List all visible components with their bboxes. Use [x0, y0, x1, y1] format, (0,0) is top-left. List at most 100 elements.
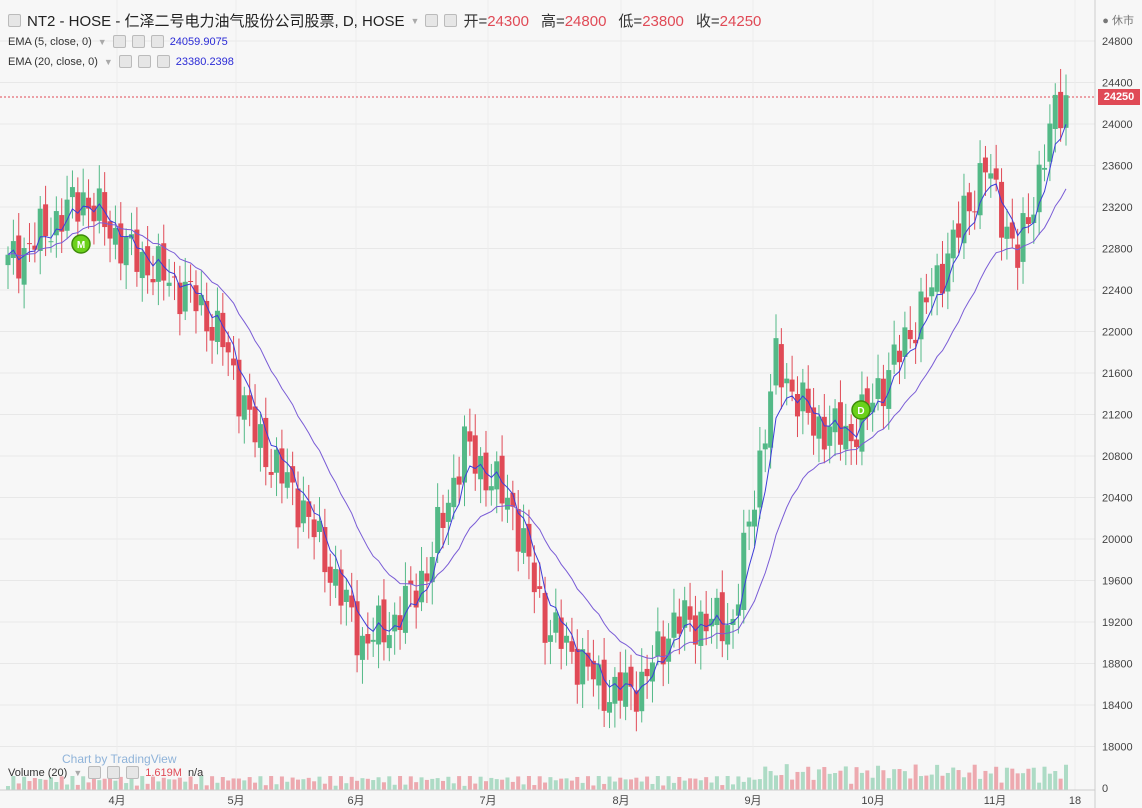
volume-bar: [757, 779, 762, 790]
volume-bar: [1010, 768, 1015, 790]
volume-bar: [16, 783, 21, 790]
volume-bar: [1021, 773, 1026, 790]
volume-bar: [48, 777, 53, 790]
candle-body: [48, 241, 54, 243]
candle-body: [1031, 214, 1037, 224]
volume-bar: [564, 778, 569, 790]
event-marker-label: D: [857, 406, 864, 417]
candle-body: [419, 570, 425, 603]
volume-bar: [494, 779, 499, 790]
ema5-legend[interactable]: EMA (5, close, 0) ▼ 24059.9075: [8, 35, 228, 48]
dropdown-caret-icon[interactable]: ▼: [103, 56, 113, 67]
candle-body: [886, 370, 892, 409]
volume-bar: [833, 772, 838, 790]
eye-icon[interactable]: [112, 35, 126, 48]
volume-legend[interactable]: Volume (20) ▼ 1.619M n/a: [8, 766, 203, 779]
candle-body: [381, 599, 387, 643]
candle-body: [32, 245, 38, 250]
candle-body: [687, 606, 693, 620]
volume-bar: [935, 764, 940, 790]
volume-bar: [188, 776, 193, 790]
volume-bar: [521, 784, 526, 790]
volume-bar: [473, 783, 478, 790]
x-tick-label: 9月: [744, 795, 761, 807]
candle-body: [241, 395, 247, 420]
candle-body: [918, 291, 924, 340]
dropdown-caret-icon[interactable]: ▼: [410, 15, 420, 26]
y-tick-label: 22400: [1102, 285, 1133, 297]
volume-bar: [639, 781, 644, 790]
volume-bar: [108, 778, 113, 790]
gear-icon[interactable]: [131, 35, 145, 48]
high-label: 高=: [540, 13, 565, 30]
candle-body: [209, 326, 215, 341]
gear-icon[interactable]: [107, 766, 121, 779]
volume-bar: [510, 781, 515, 790]
volume-bar: [532, 785, 537, 790]
tradingview-watermark[interactable]: Chart by TradingView: [62, 752, 177, 766]
candle-body: [773, 338, 779, 386]
volume-bar: [645, 776, 650, 790]
candle-body: [526, 523, 532, 557]
candle-body: [542, 592, 548, 643]
volume-bar: [1004, 767, 1009, 790]
close-icon[interactable]: [156, 55, 170, 68]
candle-body: [112, 228, 118, 245]
candle-body: [236, 359, 242, 417]
volume-bar: [398, 776, 403, 790]
ema20-legend[interactable]: EMA (20, close, 0) ▼ 23380.2398: [8, 55, 234, 68]
event-markers: MD: [71, 234, 871, 420]
y-tick-label: 23600: [1102, 161, 1133, 173]
volume-bar: [113, 780, 118, 790]
collapse-icon[interactable]: [8, 14, 21, 27]
volume-bar: [537, 776, 542, 790]
volume-bar: [688, 778, 693, 790]
candle-body: [408, 580, 414, 585]
candle-body: [451, 477, 457, 508]
volume-bar: [768, 771, 773, 790]
close-icon[interactable]: [150, 35, 164, 48]
x-tick-label: 8月: [612, 795, 629, 807]
volume-bar: [650, 783, 655, 790]
candle-body: [623, 672, 629, 707]
dropdown-caret-icon[interactable]: ▼: [73, 767, 83, 778]
candle-body: [821, 416, 827, 450]
candle-body: [155, 246, 161, 282]
candle-body: [913, 339, 919, 344]
settings-icon[interactable]: [425, 14, 439, 27]
volume-bar: [924, 775, 929, 790]
gear-icon[interactable]: [444, 14, 458, 27]
y-tick-label: 20400: [1102, 493, 1133, 505]
candle-body: [327, 566, 333, 583]
grid: [0, 0, 1095, 790]
volume-bar: [1058, 778, 1063, 790]
volume-bar: [467, 776, 472, 790]
candle-body: [43, 204, 49, 237]
dropdown-caret-icon[interactable]: ▼: [97, 36, 107, 47]
candle-body: [284, 472, 290, 488]
candle-body: [370, 639, 376, 642]
y-tick-label: 20800: [1102, 451, 1133, 463]
candle-body: [75, 192, 81, 222]
candle-body: [231, 358, 237, 366]
candle-body: [268, 472, 274, 475]
gear-icon[interactable]: [137, 55, 151, 68]
eye-icon[interactable]: [118, 55, 132, 68]
close-icon[interactable]: [126, 766, 140, 779]
y-tick-label: 23200: [1102, 202, 1133, 214]
candle-body: [397, 615, 403, 630]
candle-body: [778, 344, 784, 388]
volume-bar: [543, 782, 548, 790]
candle-body: [263, 417, 269, 468]
candle-body: [145, 246, 151, 276]
candle-body: [445, 502, 451, 522]
eye-icon[interactable]: [88, 766, 102, 779]
volume-bar: [634, 777, 639, 790]
candle-body: [521, 528, 527, 553]
candle-body: [939, 263, 945, 294]
volume-bar: [682, 780, 687, 790]
candle-body: [1042, 167, 1048, 170]
volume-bar: [462, 785, 467, 790]
volume-bar: [747, 777, 752, 790]
